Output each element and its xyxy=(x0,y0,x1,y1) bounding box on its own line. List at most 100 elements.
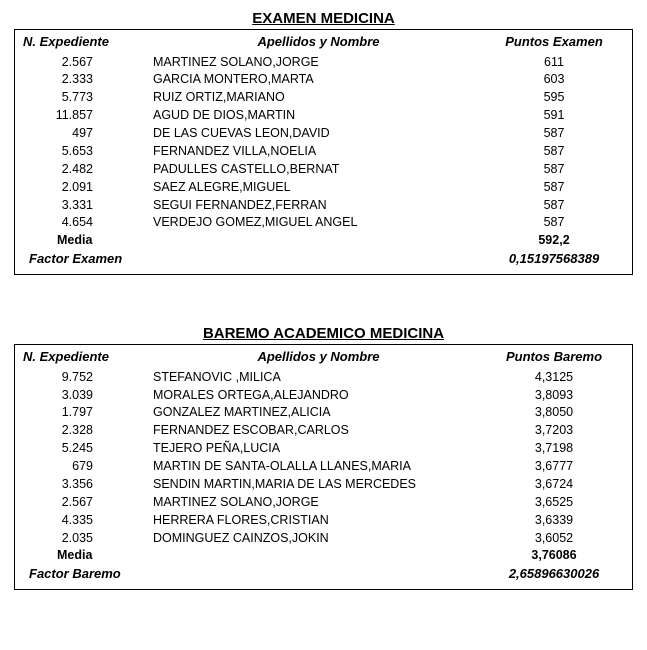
table-row: 5.653FERNANDEZ VILLA,NOELIA587 xyxy=(23,142,624,160)
cell-name: PADULLES CASTELLO,BERNAT xyxy=(153,160,484,178)
cell-exp: 1.797 xyxy=(23,404,153,422)
column-header-exp: N. Expediente xyxy=(23,32,153,53)
cell-name: FERNANDEZ ESCOBAR,CARLOS xyxy=(153,422,484,440)
column-header-pts: Puntos Baremo xyxy=(484,347,624,368)
cell-exp: 2.482 xyxy=(23,160,153,178)
cell-exp: 3.039 xyxy=(23,386,153,404)
cell-exp: 9.752 xyxy=(23,368,153,386)
cell-pts: 3,6339 xyxy=(484,511,624,529)
cell-pts: 3,7203 xyxy=(484,422,624,440)
factor-row: Factor Examen0,15197568389 xyxy=(23,250,624,269)
table-row: 4.335HERRERA FLORES,CRISTIAN3,6339 xyxy=(23,511,624,529)
cell-pts: 587 xyxy=(484,214,624,232)
column-header-name: Apellidos y Nombre xyxy=(153,347,484,368)
table-row: 3.356SENDIN MARTIN,MARIA DE LAS MERCEDES… xyxy=(23,475,624,493)
table-frame: N. ExpedienteApellidos y NombrePuntos Ex… xyxy=(14,29,633,275)
table-row: 2.482PADULLES CASTELLO,BERNAT587 xyxy=(23,160,624,178)
cell-exp: 679 xyxy=(23,458,153,476)
cell-pts: 3,7198 xyxy=(484,440,624,458)
table-row: 679MARTIN DE SANTA-OLALLA LLANES,MARIA3,… xyxy=(23,458,624,476)
cell-name: FERNANDEZ VILLA,NOELIA xyxy=(153,142,484,160)
table-frame: N. ExpedienteApellidos y NombrePuntos Ba… xyxy=(14,344,633,590)
cell-name: HERRERA FLORES,CRISTIAN xyxy=(153,511,484,529)
cell-exp: 3.356 xyxy=(23,475,153,493)
table-row: 2.035DOMINGUEZ CAINZOS,JOKIN3,6052 xyxy=(23,529,624,547)
section-title: EXAMEN MEDICINA xyxy=(14,10,633,27)
media-value: 592,2 xyxy=(484,232,624,250)
cell-name: DOMINGUEZ CAINZOS,JOKIN xyxy=(153,529,484,547)
cell-exp: 497 xyxy=(23,125,153,143)
column-header-pts: Puntos Examen xyxy=(484,32,624,53)
cell-name: SENDIN MARTIN,MARIA DE LAS MERCEDES xyxy=(153,475,484,493)
table-row: 497DE LAS CUEVAS LEON,DAVID587 xyxy=(23,125,624,143)
cell-pts: 587 xyxy=(484,196,624,214)
table-row: 2.567MARTINEZ SOLANO,JORGE611 xyxy=(23,53,624,71)
column-header-exp: N. Expediente xyxy=(23,347,153,368)
cell-name: SAEZ ALEGRE,MIGUEL xyxy=(153,178,484,196)
table-row: 3.331SEGUI FERNANDEZ,FERRAN587 xyxy=(23,196,624,214)
cell-name: AGUD DE DIOS,MARTIN xyxy=(153,107,484,125)
cell-exp: 2.333 xyxy=(23,71,153,89)
factor-value: 2,65896630026 xyxy=(484,565,624,584)
cell-name: DE LAS CUEVAS LEON,DAVID xyxy=(153,125,484,143)
factor-spacer xyxy=(153,565,484,584)
table-row: 2.328FERNANDEZ ESCOBAR,CARLOS3,7203 xyxy=(23,422,624,440)
media-row: Media 3,76086 xyxy=(23,547,624,565)
cell-exp: 4.654 xyxy=(23,214,153,232)
media-label: Media xyxy=(23,232,153,250)
cell-name: MORALES ORTEGA,ALEJANDRO xyxy=(153,386,484,404)
cell-pts: 3,6052 xyxy=(484,529,624,547)
cell-name: GARCIA MONTERO,MARTA xyxy=(153,71,484,89)
cell-pts: 3,6724 xyxy=(484,475,624,493)
cell-name: TEJERO PEÑA,LUCIA xyxy=(153,440,484,458)
cell-pts: 3,8050 xyxy=(484,404,624,422)
table-row: 4.654VERDEJO GOMEZ,MIGUEL ANGEL587 xyxy=(23,214,624,232)
cell-exp: 5.773 xyxy=(23,89,153,107)
cell-exp: 3.331 xyxy=(23,196,153,214)
cell-pts: 603 xyxy=(484,71,624,89)
cell-pts: 4,3125 xyxy=(484,368,624,386)
table-row: 2.567MARTINEZ SOLANO,JORGE3,6525 xyxy=(23,493,624,511)
table-row: 11.857AGUD DE DIOS,MARTIN591 xyxy=(23,107,624,125)
media-label: Media xyxy=(23,547,153,565)
cell-pts: 587 xyxy=(484,125,624,143)
media-row: Media 592,2 xyxy=(23,232,624,250)
cell-pts: 591 xyxy=(484,107,624,125)
factor-row: Factor Baremo 2,65896630026 xyxy=(23,565,624,584)
media-value: 3,76086 xyxy=(484,547,624,565)
factor-label: Factor Baremo xyxy=(23,565,153,584)
cell-name: SEGUI FERNANDEZ,FERRAN xyxy=(153,196,484,214)
cell-exp: 2.328 xyxy=(23,422,153,440)
cell-exp: 2.567 xyxy=(23,493,153,511)
cell-name: MARTINEZ SOLANO,JORGE xyxy=(153,493,484,511)
cell-pts: 3,6777 xyxy=(484,458,624,476)
section-title: BAREMO ACADEMICO MEDICINA xyxy=(14,325,633,342)
cell-pts: 587 xyxy=(484,142,624,160)
cell-exp: 2.091 xyxy=(23,178,153,196)
cell-exp: 2.567 xyxy=(23,53,153,71)
cell-name: STEFANOVIC ,MILICA xyxy=(153,368,484,386)
cell-name: VERDEJO GOMEZ,MIGUEL ANGEL xyxy=(153,214,484,232)
factor-spacer xyxy=(153,250,484,269)
cell-pts: 587 xyxy=(484,178,624,196)
table-row: 1.797GONZALEZ MARTINEZ,ALICIA3,8050 xyxy=(23,404,624,422)
media-spacer xyxy=(153,232,484,250)
cell-pts: 3,8093 xyxy=(484,386,624,404)
factor-label: Factor Examen xyxy=(23,250,153,269)
cell-pts: 3,6525 xyxy=(484,493,624,511)
cell-pts: 611 xyxy=(484,53,624,71)
table-row: 2.333GARCIA MONTERO,MARTA603 xyxy=(23,71,624,89)
cell-exp: 5.653 xyxy=(23,142,153,160)
section-0: EXAMEN MEDICINA N. ExpedienteApellidos y … xyxy=(14,10,633,275)
data-table: N. ExpedienteApellidos y NombrePuntos Ba… xyxy=(23,347,624,583)
data-table: N. ExpedienteApellidos y NombrePuntos Ex… xyxy=(23,32,624,268)
cell-name: RUIZ ORTIZ,MARIANO xyxy=(153,89,484,107)
table-row: 5.773RUIZ ORTIZ,MARIANO595 xyxy=(23,89,624,107)
cell-exp: 2.035 xyxy=(23,529,153,547)
cell-exp: 4.335 xyxy=(23,511,153,529)
section-1: BAREMO ACADEMICO MEDICINA N. ExpedienteAp… xyxy=(14,325,633,590)
cell-pts: 595 xyxy=(484,89,624,107)
cell-pts: 587 xyxy=(484,160,624,178)
table-row: 5.245TEJERO PEÑA,LUCIA3,7198 xyxy=(23,440,624,458)
cell-name: MARTINEZ SOLANO,JORGE xyxy=(153,53,484,71)
